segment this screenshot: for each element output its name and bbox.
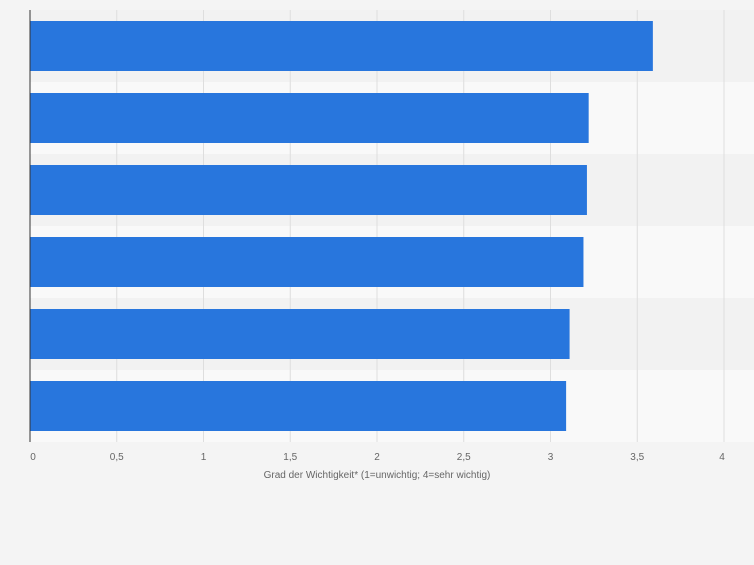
x-tick-label: 0,5 [110,452,124,463]
x-tick-label: 3 [548,452,554,463]
bars [30,21,653,431]
x-tick-labels: 0 0,5 1 1,5 2 2,5 3 3,5 4 [30,452,725,463]
x-axis-label: Grad der Wichtigkeit* (1=unwichtig; 4=se… [264,470,491,481]
x-tick-label: 0 [30,452,36,463]
bar[interactable] [30,381,567,431]
bar[interactable] [30,309,570,359]
bar[interactable] [30,93,589,143]
bar[interactable] [30,21,653,71]
x-tick-label: 1,5 [283,452,297,463]
x-tick-label: 1 [201,452,207,463]
x-tick-label: 3,5 [630,452,644,463]
x-tick-label: 2,5 [457,452,471,463]
x-tick-label: 4 [719,452,725,463]
x-tick-label: 2 [374,452,380,463]
bar[interactable] [30,237,584,287]
row-bands [30,10,754,442]
bar[interactable] [30,165,587,215]
